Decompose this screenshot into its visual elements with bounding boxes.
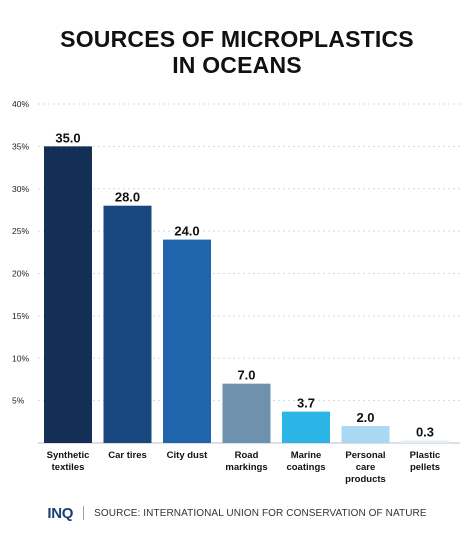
x-category-label: City dust: [167, 450, 208, 461]
chart-title: SOURCES OF MICROPLASTICS IN OCEANS: [0, 26, 474, 78]
inq-logo: INQ: [47, 504, 74, 522]
bar-value-label: 24.0: [174, 224, 199, 239]
bar: [401, 440, 449, 443]
y-tick-label: 20%: [12, 269, 29, 279]
source-note: SOURCE: INTERNATIONAL UNION FOR CONSERVA…: [94, 507, 427, 519]
footer-divider: [83, 506, 85, 520]
x-category-label: coatings: [286, 462, 325, 473]
bar-value-label: 2.0: [356, 410, 374, 425]
bar: [222, 383, 271, 443]
footer: INQ SOURCE: INTERNATIONAL UNION FOR CONS…: [0, 503, 474, 523]
x-category-label: Plastic: [410, 450, 441, 461]
bar: [341, 426, 390, 443]
x-category-label: Road: [235, 450, 259, 461]
bar-chart: 5% 10% 15% 20% 25% 30% 35% 40% 35.0 Synthetictext…: [12, 99, 460, 485]
y-tick-label: 35%: [12, 141, 29, 151]
x-category-label: Personal: [345, 450, 385, 461]
y-tick-label: 15%: [12, 311, 29, 321]
bar-value-label: 3.7: [297, 396, 315, 411]
y-tick-label: 10%: [12, 353, 29, 363]
y-tick-label: 40%: [12, 99, 29, 109]
y-tick-label: 5%: [12, 396, 25, 406]
bar-value-label: 28.0: [115, 190, 140, 205]
bar-value-label: 35.0: [55, 130, 80, 145]
chart-title-line-1: SOURCES OF MICROPLASTICS: [60, 26, 414, 52]
x-category-label: Synthetic: [47, 450, 90, 461]
x-category-label: Car tires: [108, 450, 147, 461]
x-category-label: Marine: [291, 450, 322, 461]
bar: [103, 205, 152, 443]
bar-value-label: 7.0: [237, 368, 255, 383]
x-category-label: care: [356, 462, 376, 473]
x-category-label: products: [345, 474, 386, 485]
y-tick-label: 30%: [12, 184, 29, 194]
bar: [44, 146, 92, 443]
x-category-label: textiles: [52, 462, 85, 473]
bar: [282, 411, 330, 443]
chart-title-line-2: IN OCEANS: [172, 52, 302, 78]
y-tick-label: 25%: [12, 226, 29, 236]
bar: [163, 239, 211, 443]
bar-value-label: 0.3: [416, 424, 434, 439]
x-category-label: pellets: [410, 462, 440, 473]
x-category-label: markings: [225, 462, 267, 473]
